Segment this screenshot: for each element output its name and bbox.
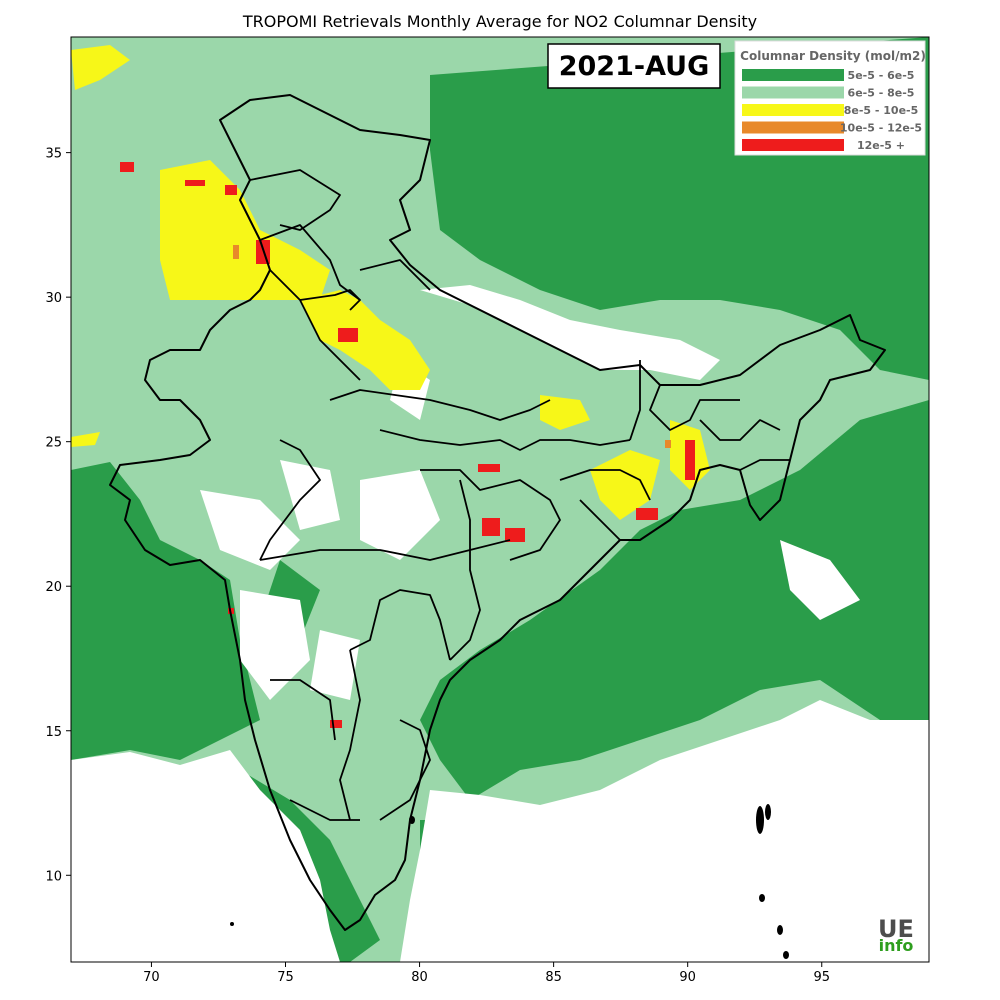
red-spot <box>636 508 658 520</box>
legend-swatch <box>742 86 844 99</box>
legend-label: 10e-5 - 12e-5 <box>840 122 922 135</box>
legend-label: 8e-5 - 10e-5 <box>844 104 919 117</box>
x-tick-label: 80 <box>411 970 428 985</box>
legend-label: 12e-5 + <box>857 139 905 152</box>
andaman-islands <box>230 804 789 959</box>
logo-ue-text: UE <box>878 915 914 943</box>
central-no-data-patch-1 <box>200 490 300 570</box>
bihar-yellow-patch <box>540 395 590 430</box>
central-no-data-patch-2 <box>240 590 310 700</box>
legend-swatch <box>742 69 844 81</box>
y-tick-label: 10 <box>45 869 62 884</box>
west-sea-dark-region <box>71 462 260 760</box>
bay-of-bengal-dark-region <box>420 400 929 800</box>
legend-swatch <box>742 121 844 134</box>
logo-info-text: info <box>879 936 914 955</box>
red-spot <box>685 440 695 480</box>
x-tick-label: 95 <box>813 970 830 985</box>
red-spot <box>338 328 358 342</box>
orange-spot <box>665 440 671 448</box>
red-spot <box>330 720 342 728</box>
central-no-data-patch-4 <box>360 470 440 560</box>
y-tick-label: 15 <box>45 725 62 740</box>
orange-spot <box>233 245 239 259</box>
legend-title: Columnar Density (mol/m2) <box>740 49 926 63</box>
y-tick-label: 25 <box>45 436 62 451</box>
legend-label: 5e-5 - 6e-5 <box>848 69 915 82</box>
pakistan-punjab-yellow <box>160 160 330 300</box>
nw-corner-yellow <box>71 45 130 90</box>
no-data-regions <box>71 285 929 962</box>
southeast-ocean-no-data <box>400 700 929 962</box>
x-tick-label: 90 <box>679 970 696 985</box>
legend-swatch <box>742 139 844 151</box>
legend: Columnar Density (mol/m2) 5e-5 - 6e-5 6e-… <box>734 40 926 156</box>
ue-info-logo: UE info <box>878 915 914 955</box>
west-coast-yellow-speck <box>71 432 100 447</box>
jharkhand-yellow <box>590 450 660 520</box>
red-spot <box>505 528 525 542</box>
india-boundary <box>109 94 886 931</box>
state-boundaries <box>249 169 790 821</box>
x-tick-label: 75 <box>277 970 294 985</box>
plot-frame <box>70 36 930 963</box>
very-high-density-spots <box>120 162 695 728</box>
date-label: 2021-AUG <box>559 51 710 82</box>
legend-label: 6e-5 - 8e-5 <box>848 87 915 100</box>
south-ocean-no-data <box>71 750 340 962</box>
indo-gangetic-yellow <box>300 290 430 390</box>
red-spot <box>120 162 134 172</box>
y-tick-label: 20 <box>45 580 62 595</box>
red-spot <box>478 464 500 472</box>
himalaya-no-data <box>420 285 720 380</box>
central-no-data-patch-3 <box>280 460 340 530</box>
date-label-box: 2021-AUG <box>547 43 721 89</box>
legend-swatch <box>742 104 844 116</box>
red-spot <box>185 180 205 186</box>
east-ocean-no-data-patch <box>780 540 860 620</box>
x-tick-label: 70 <box>143 970 160 985</box>
x-axis: 70 75 80 85 90 95 <box>143 962 830 985</box>
chart-title: TROPOMI Retrievals Monthly Average for N… <box>242 12 758 31</box>
y-tick-label: 35 <box>45 147 62 162</box>
red-spot <box>482 518 500 536</box>
red-spot <box>225 185 237 195</box>
x-tick-label: 85 <box>545 970 562 985</box>
map-area: 2021-AUG Columnar Density (mol/m2) 5e-5 … <box>71 37 929 962</box>
y-axis: 10 15 20 25 30 35 <box>45 147 71 884</box>
central-no-data-patch-5 <box>310 630 360 700</box>
y-tick-label: 30 <box>45 291 62 306</box>
